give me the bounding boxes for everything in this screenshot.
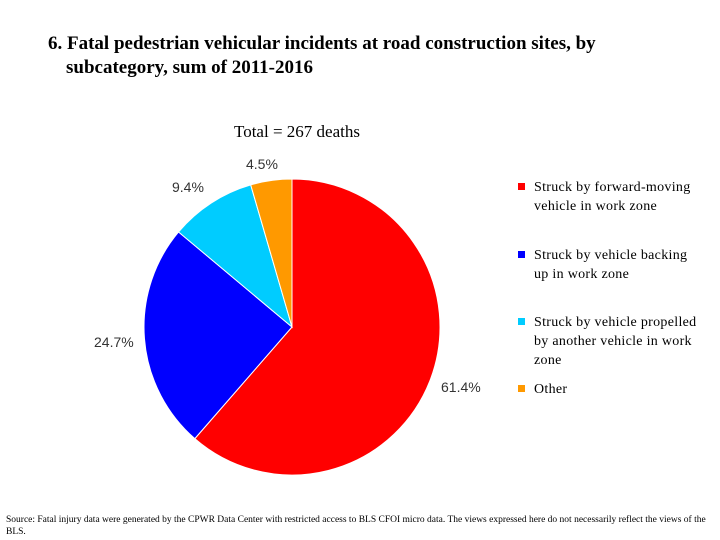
legend-label: Struck by vehicle propelled by another v… [534, 315, 697, 368]
legend-item-forward-moving: Struck by forward-moving vehicle in work… [518, 178, 704, 216]
legend-label: Struck by vehicle backing up in work zon… [534, 248, 688, 282]
slice-label-forward-moving: 61.4% [441, 379, 481, 395]
legend-label: Struck by forward-moving vehicle in work… [534, 180, 691, 214]
legend-item-other: Other [518, 380, 704, 399]
pie-slice-other [250, 178, 293, 328]
legend-item-propelled: Struck by vehicle propelled by another v… [518, 313, 704, 370]
pie-slice-propelled [177, 184, 293, 329]
chart-title: 6. Fatal pedestrian vehicular incidents … [48, 32, 688, 80]
chart-subtitle: Total = 267 deaths [234, 122, 360, 141]
legend-swatch [518, 385, 525, 392]
source-note: Source: Fatal injury data were generated… [6, 515, 706, 537]
legend-swatch [518, 251, 525, 258]
pie-slice-backing-up [143, 231, 293, 440]
legend-swatch [518, 318, 525, 325]
slice-label-other: 4.5% [246, 156, 278, 172]
legend-swatch [518, 183, 525, 190]
legend-label: Other [534, 382, 568, 397]
chart-title-line-1: 6. Fatal pedestrian vehicular incidents … [48, 33, 596, 54]
legend-item-backing-up: Struck by vehicle backing up in work zon… [518, 246, 704, 284]
pie-slice-forward-moving [194, 178, 441, 476]
slice-label-propelled: 9.4% [172, 179, 204, 195]
chart-title-line-2: subcategory, sum of 2011-2016 [66, 57, 313, 78]
slice-label-backing-up: 24.7% [94, 334, 134, 350]
